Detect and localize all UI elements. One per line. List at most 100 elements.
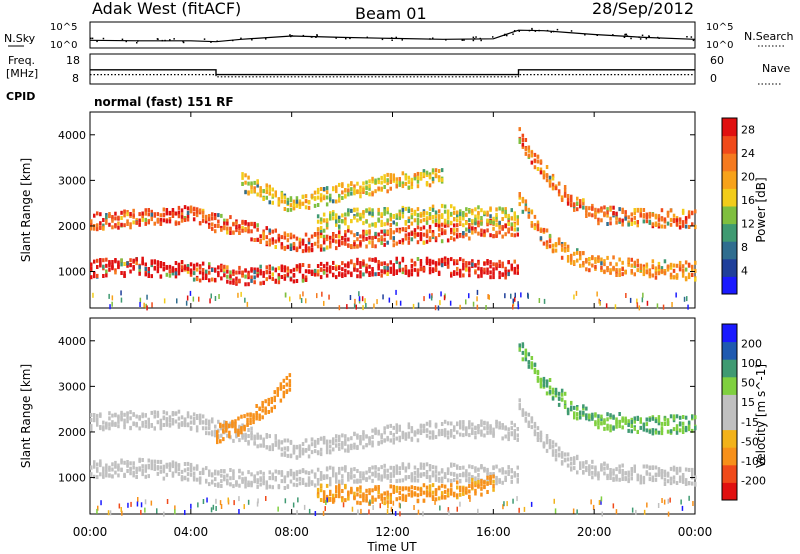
echo-cell (459, 273, 462, 278)
echo-cell (298, 481, 302, 486)
echo-cell (440, 263, 444, 268)
echo-cell (135, 218, 138, 223)
echo-cell (495, 207, 498, 212)
echo-cell (600, 414, 603, 419)
echo-cell (380, 219, 383, 224)
echo-cell (687, 304, 689, 310)
colorbar-swatch (722, 276, 737, 295)
echo-cell (398, 502, 401, 508)
echo-cell (238, 278, 241, 283)
echo-cell (371, 478, 374, 483)
echo-cell (217, 482, 220, 487)
echo-cell (344, 241, 347, 246)
echo-cell (504, 224, 507, 228)
echo-cell (504, 477, 507, 482)
echo-cell (413, 465, 417, 470)
echo-cell (618, 477, 621, 482)
echo-cell (513, 423, 516, 428)
echo-cell (201, 271, 205, 276)
echo-cell (247, 428, 250, 432)
echo-cell (675, 430, 679, 435)
echo-cell (443, 209, 447, 214)
echo-cell (325, 273, 329, 278)
echo-cell (316, 239, 320, 244)
echo-cell (123, 473, 126, 478)
echo-cell (347, 270, 350, 275)
echo-cell (533, 362, 537, 367)
echo-cell (222, 423, 225, 428)
echo-cell (428, 175, 432, 180)
echo-cell (480, 429, 483, 434)
echo-cell (347, 188, 350, 193)
echo-cell (244, 282, 247, 287)
echo-cell (282, 394, 286, 399)
echo-cell (459, 466, 462, 470)
echo-cell (365, 191, 368, 195)
echo-cell (208, 426, 211, 431)
echo-cell (96, 258, 99, 263)
echo-cell (265, 183, 268, 188)
echo-cell (283, 207, 287, 211)
echo-cell (488, 294, 490, 300)
echo-cell (651, 259, 655, 264)
echo-cell (359, 494, 362, 499)
echo-cell (90, 424, 93, 429)
echo-cell (495, 263, 498, 268)
echo-cell (144, 474, 147, 479)
echo-cell (468, 479, 471, 484)
echo-cell (410, 258, 414, 263)
echo-cell (177, 467, 181, 472)
echo-cell (453, 206, 456, 211)
echo-cell (691, 471, 694, 476)
echo-cell (265, 195, 268, 200)
echo-cell (660, 208, 664, 213)
echo-cell (573, 411, 576, 416)
echo-cell (443, 223, 447, 228)
echo-cell (443, 472, 447, 477)
echo-cell (359, 474, 362, 479)
echo-cell (669, 222, 673, 227)
echo-cell (450, 230, 453, 235)
echo-cell (335, 475, 338, 480)
echo-cell (168, 264, 172, 269)
echo-cell (416, 213, 420, 218)
echo-cell (231, 424, 234, 429)
echo-cell (374, 222, 377, 226)
echo-cell (144, 464, 147, 469)
echo-cell (594, 465, 597, 470)
echo-cell (244, 480, 247, 485)
echo-cell (240, 430, 243, 435)
echo-cell (551, 186, 555, 191)
echo-cell (347, 192, 350, 197)
echo-cell (120, 222, 123, 227)
echo-cell (307, 269, 311, 274)
echo-cell (443, 433, 447, 438)
echo-cell (636, 298, 638, 304)
echo-cell (428, 266, 432, 271)
echo-cell (211, 472, 214, 477)
echo-cell (591, 475, 594, 480)
echo-cell (440, 476, 444, 481)
echo-cell (627, 262, 630, 267)
echo-cell (129, 212, 132, 216)
echo-cell (612, 255, 615, 260)
echo-cell (530, 416, 534, 421)
echo-cell (431, 176, 435, 181)
echo-cell (105, 467, 108, 472)
echo-cell (353, 303, 356, 309)
echo-cell (141, 468, 144, 473)
echo-cell (229, 468, 232, 472)
echo-cell (462, 213, 465, 218)
echo-cell (533, 429, 537, 434)
colorbar-tick-label: -15 (741, 416, 759, 429)
echo-cell (259, 189, 262, 194)
echo-cell (208, 422, 211, 426)
echo-cell (419, 492, 423, 497)
echo-cell (208, 472, 211, 477)
echo-cell (192, 206, 196, 211)
echo-cell (117, 466, 120, 470)
echo-cell (419, 487, 423, 492)
echo-cell (597, 473, 600, 478)
echo-cell (395, 180, 398, 185)
echo-cell (303, 504, 306, 510)
